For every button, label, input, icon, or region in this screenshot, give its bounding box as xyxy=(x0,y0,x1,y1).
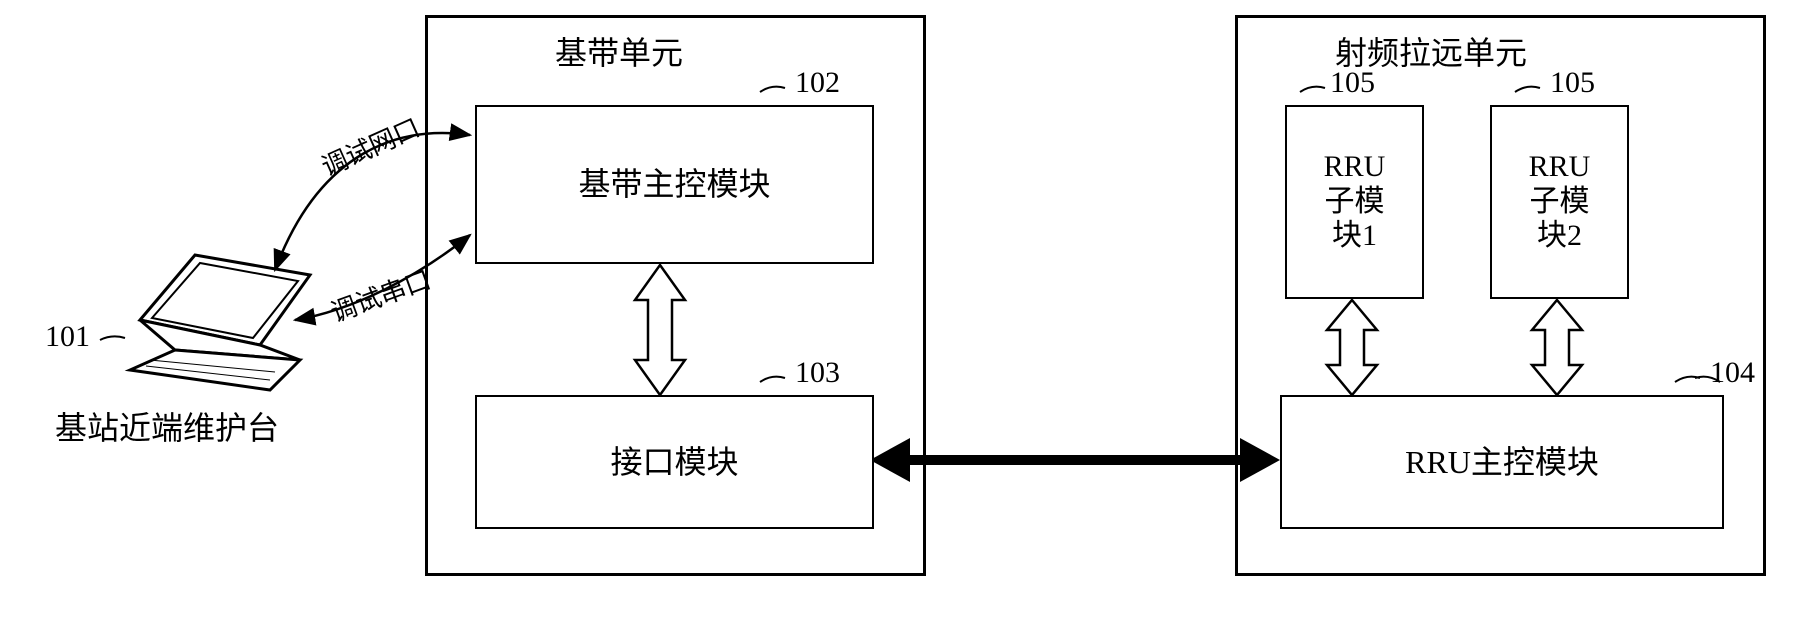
rru-main-control-box: RRU主控模块 xyxy=(1280,395,1724,529)
rru-main-control-ref: 104 xyxy=(1710,356,1755,390)
diagram-canvas: 基站近端维护台 101 调试网口 调试串口 基带单元 基带主控模块 102 接口… xyxy=(0,0,1802,636)
baseband-unit-title: 基带单元 xyxy=(555,28,683,74)
rru-sub1-ref: 105 xyxy=(1330,66,1375,100)
rru-sub2-ref: 105 xyxy=(1550,66,1595,100)
terminal-label: 基站近端维护台 xyxy=(55,410,279,447)
baseband-interface-label: 接口模块 xyxy=(610,444,738,481)
rru-sub1-box: RRU 子模 块1 xyxy=(1285,105,1424,299)
conn-debug-serial-label: 调试串口 xyxy=(325,259,435,329)
baseband-interface-box: 接口模块 xyxy=(475,395,874,529)
rru-sub1-label: RRU 子模 块1 xyxy=(1324,150,1386,254)
baseband-main-control-ref: 102 xyxy=(795,66,840,100)
conn-debug-net-label: 调试网口 xyxy=(315,108,425,184)
rru-main-control-label: RRU主控模块 xyxy=(1405,444,1599,481)
rru-sub2-label: RRU 子模 块2 xyxy=(1529,150,1591,254)
baseband-interface-ref: 103 xyxy=(795,356,840,390)
laptop-icon xyxy=(130,255,310,390)
baseband-main-control-box: 基带主控模块 xyxy=(475,105,874,264)
baseband-main-control-label: 基带主控模块 xyxy=(578,166,770,203)
arrow-iface-rrumain xyxy=(870,438,1280,482)
terminal-ref: 101 xyxy=(45,320,90,354)
rru-sub2-box: RRU 子模 块2 xyxy=(1490,105,1629,299)
